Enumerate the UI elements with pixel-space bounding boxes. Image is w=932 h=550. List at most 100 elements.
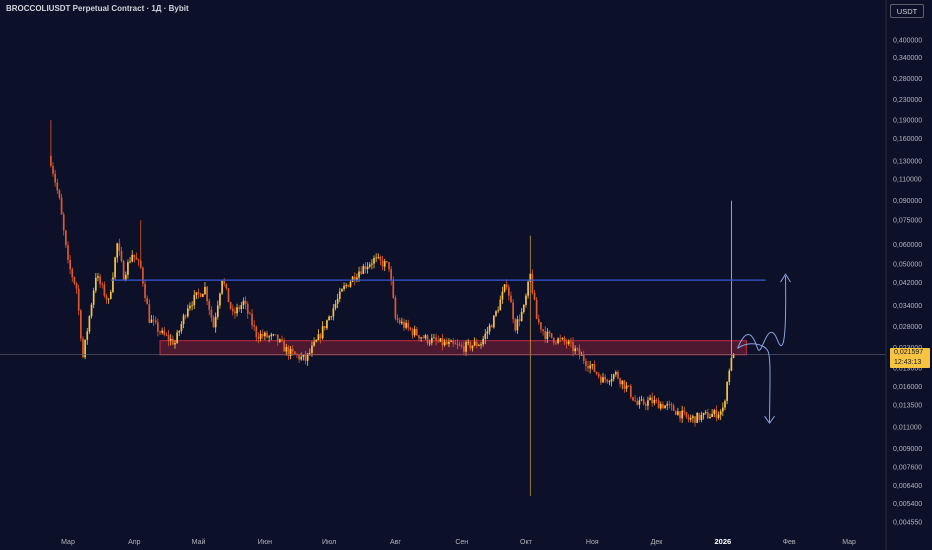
candle-body [424, 335, 427, 339]
candle-body [135, 257, 138, 260]
candle-body [133, 254, 136, 258]
candle-body [266, 332, 268, 338]
candle-body [621, 380, 624, 385]
candle-body [212, 317, 215, 328]
candle-body [591, 364, 594, 366]
candle-body [97, 276, 99, 278]
candle-body [103, 284, 106, 296]
candle-body [146, 298, 149, 305]
candle-body [570, 341, 572, 343]
candle-body [191, 305, 193, 307]
candle-body [704, 412, 707, 414]
last-price-value: 0,021597 [894, 349, 924, 357]
candle-body [246, 303, 249, 314]
candle-body [319, 334, 322, 339]
candle-body [608, 381, 611, 383]
projection-up-path[interactable] [737, 276, 787, 351]
price-tick-label: 0,007600 [893, 464, 922, 471]
candle-body [358, 271, 360, 278]
candle-body [311, 345, 313, 353]
candle-body [692, 416, 694, 419]
projection-down-path[interactable] [737, 343, 771, 423]
candle-body [717, 414, 720, 418]
candle-body [195, 292, 198, 295]
price-tick-label: 0,009000 [893, 446, 922, 453]
candle-body [428, 342, 431, 344]
price-tick-label: 0,230000 [893, 97, 922, 104]
candle-body [338, 291, 341, 299]
candle-body [493, 315, 495, 328]
candle-body [165, 334, 168, 336]
candle-body [677, 411, 679, 415]
candle-body [204, 286, 206, 294]
candle-body [330, 316, 333, 318]
time-tick-label: Июн [258, 539, 272, 546]
candle-body [62, 214, 65, 231]
candle-body [572, 342, 574, 352]
candle-body [580, 354, 583, 356]
candle-body [445, 341, 448, 344]
candle-body [341, 289, 343, 292]
candle-body [75, 283, 78, 289]
candle-body [623, 380, 626, 389]
candle-body [629, 385, 632, 398]
candle-body [694, 416, 696, 423]
candle-body [657, 400, 660, 409]
candle-body [546, 331, 549, 340]
candle-body [403, 321, 405, 328]
currency-button[interactable]: USDT [890, 4, 924, 18]
candle-body [439, 338, 442, 342]
price-tick-label: 0,006400 [893, 483, 922, 490]
candle-body [242, 300, 245, 305]
candle-body [484, 333, 487, 339]
candle-body [726, 381, 728, 401]
candle-body [460, 345, 463, 347]
candle-body [328, 316, 330, 321]
candle-body [221, 280, 223, 294]
candle-body [555, 342, 557, 344]
candle-body [362, 266, 365, 274]
candle-body [71, 269, 74, 278]
candle-body [719, 411, 722, 415]
candle-body [302, 355, 305, 357]
candle-body [653, 400, 656, 404]
candle-body [189, 305, 191, 309]
candle-body [614, 371, 617, 375]
candle-body [649, 397, 651, 401]
price-tick-label: 0,060000 [893, 242, 922, 249]
candle-body [407, 322, 410, 328]
price-tick-label: 0,005400 [893, 501, 922, 508]
candle-body [715, 410, 718, 418]
candle-body [253, 325, 256, 327]
candle-body [58, 190, 61, 198]
price-axis[interactable]: 0,400000 0,340000 0,280000 0,230000 0,190000… [893, 38, 922, 527]
candle-body [54, 173, 57, 183]
candle-body [99, 276, 101, 285]
candle-body [531, 273, 534, 293]
candle-body [411, 329, 414, 336]
candle-body [251, 313, 253, 326]
time-tick-label: Мар [842, 539, 856, 546]
candle-body [349, 281, 352, 287]
candle-body [471, 345, 474, 349]
candle-body [563, 338, 566, 342]
candle-body [257, 337, 260, 339]
candle-body [409, 327, 412, 330]
candle-body [388, 262, 390, 270]
candle-body [709, 416, 711, 419]
candle-body [595, 371, 598, 374]
candle-body [122, 261, 125, 281]
candle-body [264, 332, 266, 337]
time-axis[interactable]: Мар Апр Май Июн Июл Авг Сен Окт Ноя Дек 2026 Фев Мар [61, 537, 856, 546]
candle-body [291, 348, 294, 352]
candle-body [161, 330, 164, 333]
candle-body [602, 377, 604, 383]
candle-body [642, 399, 645, 405]
time-tick-label: 2026 [714, 537, 731, 546]
price-tick-label: 0,075000 [893, 218, 922, 225]
candle-body [728, 370, 731, 382]
candle-body [186, 308, 189, 317]
time-tick-label: Окт [520, 539, 533, 546]
candle-body [456, 344, 459, 346]
